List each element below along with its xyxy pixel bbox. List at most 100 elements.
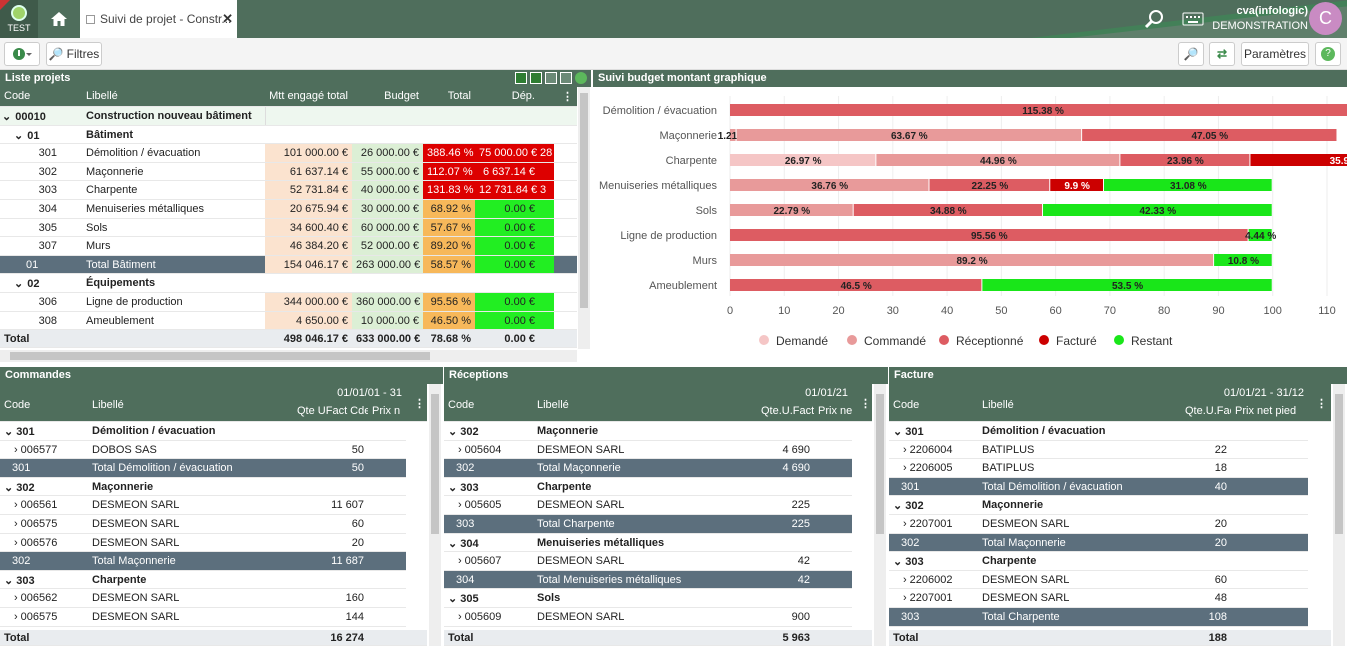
expand-chevron-icon[interactable]: ›: [14, 536, 18, 549]
table-row[interactable]: ⌄ 301 Démolition / évacuation: [0, 422, 406, 441]
expand-chevron-icon[interactable]: ⌄: [448, 481, 458, 494]
bar-segment[interactable]: [1050, 179, 1103, 191]
table-row[interactable]: 303 Charpente 52 731.84 €40 000.00 €131.83…: [0, 181, 577, 200]
bar-segment[interactable]: [1248, 229, 1272, 241]
close-tab-icon[interactable]: ✕: [222, 11, 233, 26]
column-header-code[interactable]: Code: [4, 399, 31, 411]
keyboard-button[interactable]: [1180, 0, 1206, 38]
column-menu-icon[interactable]: ⋮: [1316, 398, 1324, 410]
expand-chevron-icon[interactable]: ›: [458, 555, 462, 568]
column-menu-icon[interactable]: ⋮: [860, 398, 868, 410]
table-row[interactable]: › 005607 DESMEON SARL 42: [444, 552, 852, 571]
table-row[interactable]: › 006575 DESMEON SARL 144: [0, 608, 406, 627]
table-row[interactable]: › 2207001 DESMEON SARL 48: [889, 589, 1308, 608]
table-row[interactable]: › 006561 DESMEON SARL 11 607: [0, 496, 406, 515]
bar-segment[interactable]: [853, 204, 1042, 216]
facture-vscroll[interactable]: [1333, 384, 1345, 646]
bar-segment[interactable]: [929, 179, 1050, 191]
expand-chevron-icon[interactable]: ›: [458, 611, 462, 623]
column-header-price[interactable]: Prix n: [372, 405, 401, 417]
column-header-price[interactable]: Prix net pied: [1235, 405, 1297, 417]
table-row[interactable]: › 005609 DESMEON SARL 900: [444, 608, 852, 627]
expand-chevron-icon[interactable]: ›: [14, 592, 18, 605]
expand-chevron-icon[interactable]: ›: [14, 518, 18, 530]
column-header-price[interactable]: Prix ne: [818, 405, 852, 417]
column-header-qty[interactable]: Qte.U.Fact: [1185, 405, 1231, 417]
commandes-vscroll[interactable]: [429, 384, 441, 646]
expand-chevron-icon[interactable]: ⌄: [448, 593, 458, 606]
table-row[interactable]: 302 Total Maçonnerie 20: [889, 533, 1308, 553]
bar-segment[interactable]: [730, 179, 929, 191]
expand-chevron-icon[interactable]: ⌄: [4, 426, 14, 438]
excel-icon[interactable]: [515, 72, 527, 84]
table-row[interactable]: 01 Total Bâtiment 154 046.17 €263 000.00 €…: [0, 255, 577, 275]
expand-chevron-icon[interactable]: ›: [903, 518, 907, 530]
table-row[interactable]: 304 Menuiseries métalliques 20 675.94 €30 …: [0, 200, 577, 219]
bar-segment[interactable]: [730, 154, 876, 166]
expand-chevron-icon[interactable]: ›: [14, 611, 18, 623]
expand-chevron-icon[interactable]: ›: [903, 443, 907, 456]
scroll-thumb[interactable]: [431, 394, 439, 534]
expand-chevron-icon[interactable]: ⌄: [4, 481, 14, 494]
table-row[interactable]: 302 Total Maçonnerie 11 687: [0, 552, 406, 571]
export-icon[interactable]: [530, 72, 542, 84]
column-header-mtt[interactable]: Mtt engagé total: [269, 90, 348, 102]
avatar[interactable]: C: [1309, 2, 1342, 35]
bar-segment[interactable]: [1103, 179, 1272, 191]
column-menu-icon[interactable]: ⋮: [562, 91, 572, 103]
table-row[interactable]: 304 Total Menuiseries métalliques 42: [444, 570, 852, 590]
table-row[interactable]: ⌄ 305 Sols: [444, 589, 852, 608]
expand-chevron-icon[interactable]: ⌄: [14, 278, 24, 291]
expand-chevron-icon[interactable]: ›: [14, 443, 18, 456]
bar-segment[interactable]: [736, 129, 1082, 141]
bar-segment[interactable]: [1042, 204, 1272, 216]
table-row[interactable]: › 2206002 DESMEON SARL 60: [889, 571, 1308, 590]
home-button[interactable]: [40, 0, 78, 38]
help-button[interactable]: ?: [1315, 42, 1341, 66]
expand-chevron-icon[interactable]: ⌄: [893, 500, 903, 513]
table-row[interactable]: ⌄ 302 Maçonnerie: [444, 422, 852, 441]
table-row[interactable]: 301 Total Démolition / évacuation 40: [889, 477, 1308, 497]
table-row[interactable]: › 2206004 BATIPLUS 22: [889, 441, 1308, 460]
table-row[interactable]: ⌄ 303 Charpente: [444, 478, 852, 497]
bar-segment[interactable]: [730, 279, 982, 291]
table-row[interactable]: › 006577 DOBOS SAS 50: [0, 441, 406, 460]
pin-icon[interactable]: [545, 72, 557, 84]
zoom-button[interactable]: 🔎: [1178, 42, 1204, 66]
column-header-code[interactable]: Code: [448, 399, 475, 411]
table-row[interactable]: 308 Ameublement 4 650.00 €10 000.00 €46.50…: [0, 311, 577, 331]
scroll-thumb[interactable]: [1335, 394, 1343, 534]
search-button[interactable]: [1135, 0, 1173, 38]
column-header-label[interactable]: Libellé: [86, 90, 118, 102]
column-header-dep[interactable]: Dép.: [511, 90, 535, 102]
table-row[interactable]: › 006576 DESMEON SARL 20: [0, 534, 406, 553]
projects-vscroll[interactable]: [578, 87, 590, 349]
column-header-label[interactable]: Libellé: [982, 399, 1014, 411]
table-row[interactable]: ⌄ 303 Charpente: [889, 552, 1308, 571]
expand-chevron-icon[interactable]: ›: [903, 573, 907, 586]
parameters-button[interactable]: Paramètres: [1241, 42, 1309, 66]
bar-segment[interactable]: [730, 204, 853, 216]
expand-chevron-icon[interactable]: ›: [903, 462, 907, 475]
expand-chevron-icon[interactable]: ⌄: [448, 426, 458, 438]
table-row[interactable]: › 2207001 DESMEON SARL 20: [889, 515, 1308, 534]
bar-segment[interactable]: [730, 229, 1248, 241]
expand-chevron-icon[interactable]: ⌄: [448, 537, 458, 550]
bar-segment[interactable]: [730, 104, 1347, 116]
table-row[interactable]: ⌄ 301 Démolition / évacuation: [889, 422, 1308, 441]
expand-chevron-icon[interactable]: ⌄: [893, 556, 903, 569]
table-row[interactable]: 307 Murs 46 384.20 €52 000.00 €89.20 % 0.00…: [0, 237, 577, 256]
column-header-budget[interactable]: Budget: [384, 90, 419, 102]
table-row[interactable]: 303 Total Charpente 108: [889, 608, 1308, 627]
table-row[interactable]: 302 Total Maçonnerie 4 690: [444, 459, 852, 478]
column-header-label[interactable]: Libellé: [92, 399, 124, 411]
bar-segment[interactable]: [982, 279, 1272, 291]
bar-segment[interactable]: [1214, 254, 1272, 266]
table-row[interactable]: › 006562 DESMEON SARL 160: [0, 589, 406, 608]
table-row[interactable]: ⌄ 02 Équipements: [0, 274, 577, 293]
expand-chevron-icon[interactable]: ›: [903, 592, 907, 605]
scroll-thumb[interactable]: [876, 394, 884, 534]
column-header-code[interactable]: Code: [893, 399, 920, 411]
action-menu-button[interactable]: [4, 42, 40, 66]
projects-hscroll[interactable]: [0, 350, 577, 362]
